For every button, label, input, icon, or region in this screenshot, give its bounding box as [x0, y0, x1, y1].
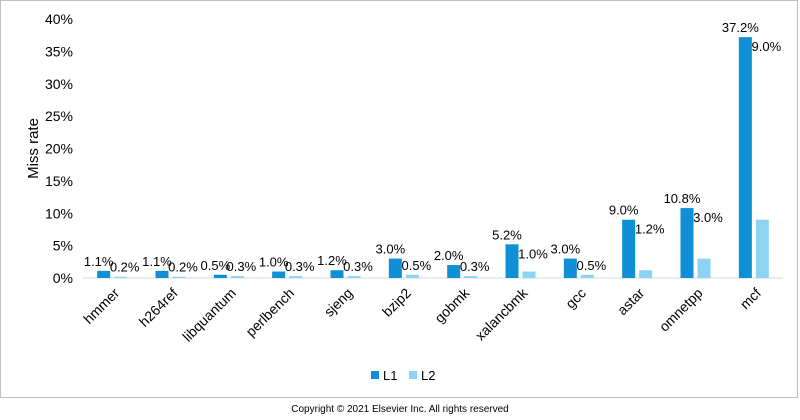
bar-l2-sjeng: [347, 276, 361, 278]
y-tick-label: 20%: [45, 141, 73, 157]
y-axis-label: Miss rate: [25, 118, 42, 179]
data-label-l2-sjeng: 0.3%: [343, 259, 373, 274]
bar-l1-perlbench: [272, 271, 286, 278]
miss-rate-bar-chart: 0% 5% 10% 15% 20% 25% 30% 35% 40% Miss rate 1.1%…: [25, 11, 783, 383]
legend-label-l2: L2: [421, 368, 435, 383]
data-label-l1-bzip2: 3.0%: [376, 242, 406, 257]
x-tick-label-hmmer: hmmer: [80, 285, 122, 327]
bar-l1-bzip2: [388, 258, 402, 278]
y-tick-label: 15%: [45, 173, 73, 189]
data-label-l2-h264ref: 0.2%: [168, 260, 198, 275]
chart-frame: 0% 5% 10% 15% 20% 25% 30% 35% 40% Miss rate 1.1%…: [0, 0, 798, 398]
y-tick-label: 10%: [45, 205, 73, 221]
x-tick-label-gobmk: gobmk: [431, 284, 473, 326]
data-label-l2-bzip2: 0.5%: [402, 258, 432, 273]
x-tick-label-omnetpp: omnetpp: [656, 285, 706, 335]
bar-l2-gobmk: [464, 276, 478, 278]
bar-l1-hmmer: [97, 270, 111, 278]
data-label-l1-libquantum: 0.5%: [201, 258, 231, 273]
data-label-l1-omnetpp: 10.8%: [664, 191, 701, 206]
data-label-l2-gcc: 0.5%: [577, 258, 607, 273]
y-tick-label: 5%: [53, 238, 73, 254]
x-tick-label-gcc: gcc: [562, 285, 589, 312]
x-tick-label-sjeng: sjeng: [321, 285, 356, 320]
data-label-l2-perlbench: 0.3%: [285, 259, 315, 274]
data-label-l1-sjeng: 1.2%: [317, 253, 347, 268]
bars: [97, 37, 769, 278]
bar-l1-gcc: [563, 258, 577, 278]
bar-l2-hmmer: [114, 276, 128, 278]
data-label-l1-hmmer: 1.1%: [84, 254, 114, 269]
bar-l1-mcf: [738, 37, 752, 278]
legend-swatch-l1: [371, 371, 379, 379]
bar-l1-gobmk: [447, 265, 461, 278]
copyright-notice: Copyright © 2021 Elsevier Inc. All right…: [291, 404, 509, 415]
data-label-l2-mcf: 9.0%: [752, 39, 782, 54]
bar-l1-astar: [622, 219, 636, 278]
x-tick-label-perlbench: perlbench: [242, 285, 297, 340]
y-axis: 0% 5% 10% 15% 20% 25% 30% 35% 40%: [45, 11, 73, 286]
data-label-l2-hmmer: 0.2%: [110, 260, 140, 275]
data-label-l2-xalancbmk: 1.0%: [518, 246, 548, 261]
bar-l1-h264ref: [155, 270, 169, 278]
y-tick-label: 35%: [45, 43, 73, 59]
bar-l2-mcf: [755, 219, 769, 278]
data-label-l2-gobmk: 0.3%: [460, 259, 490, 274]
data-label-l1-h264ref: 1.1%: [142, 254, 172, 269]
bar-l2-h264ref: [172, 276, 186, 278]
bar-l2-bzip2: [405, 274, 419, 278]
bar-l2-gcc: [580, 274, 594, 278]
data-label-l1-gcc: 3.0%: [551, 242, 581, 257]
data-label-l1-mcf: 37.2%: [722, 20, 759, 35]
bar-l1-libquantum: [213, 274, 227, 278]
data-label-l1-xalancbmk: 5.2%: [492, 227, 522, 242]
data-labels: 1.1%0.2% 1.1%0.2% 0.5%0.3% 1.0%0.3% 1.2%0.3%…: [84, 20, 782, 275]
x-tick-label-mcf: mcf: [737, 285, 764, 312]
data-label-l2-libquantum: 0.3%: [227, 259, 257, 274]
bar-l2-astar: [639, 270, 653, 278]
x-tick-label-astar: astar: [614, 285, 648, 319]
data-label-l1-gobmk: 2.0%: [434, 248, 464, 263]
bar-l2-libquantum: [230, 276, 244, 278]
bar-l1-xalancbmk: [505, 244, 519, 278]
bar-l2-perlbench: [289, 276, 303, 278]
data-label-l1-perlbench: 1.0%: [259, 255, 289, 270]
y-tick-label: 0%: [53, 270, 73, 286]
legend-label-l1: L1: [383, 368, 397, 383]
y-tick-label: 25%: [45, 108, 73, 124]
bar-l2-omnetpp: [697, 258, 711, 278]
data-label-l2-omnetpp: 3.0%: [693, 210, 723, 225]
bar-l1-omnetpp: [680, 208, 694, 278]
data-label-l1-astar: 9.0%: [609, 203, 639, 218]
bar-l2-xalancbmk: [522, 271, 536, 278]
x-tick-label-bzip2: bzip2: [379, 285, 414, 320]
legend-swatch-l2: [409, 371, 417, 379]
x-tick-label-libquantum: libquantum: [179, 285, 239, 345]
y-tick-label: 30%: [45, 76, 73, 92]
y-tick-label: 40%: [45, 11, 73, 27]
data-label-l2-astar: 1.2%: [635, 222, 665, 237]
x-tick-label-xalancbmk: xalancbmk: [472, 284, 531, 343]
legend: L1 L2: [371, 368, 435, 383]
x-tick-label-h264ref: h264ref: [136, 285, 181, 330]
bar-l1-sjeng: [330, 270, 344, 278]
